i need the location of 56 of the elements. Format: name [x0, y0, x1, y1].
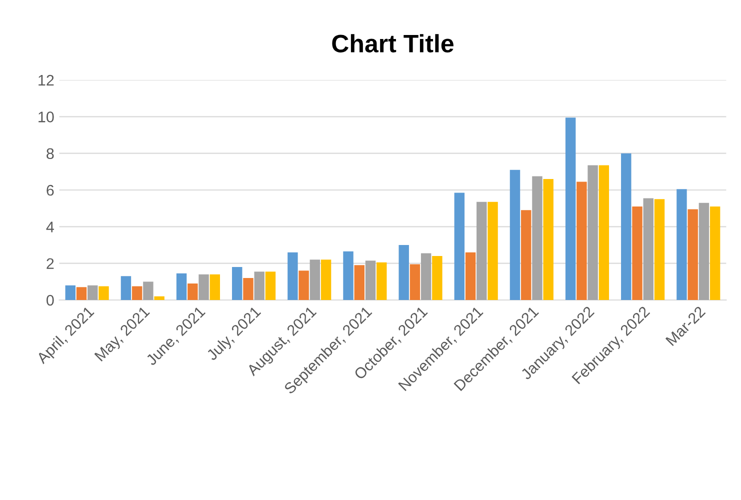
bar: [298, 270, 309, 300]
bar: [343, 251, 354, 300]
bar: [76, 287, 87, 300]
bar: [510, 170, 520, 300]
bar: [621, 153, 632, 300]
bar: [176, 273, 187, 300]
bar: [232, 267, 242, 300]
bar: [543, 179, 554, 300]
bar: [476, 202, 487, 300]
bar: [198, 274, 209, 300]
bar: [132, 286, 142, 300]
bar: [432, 256, 442, 300]
bar: [188, 284, 198, 300]
y-tick-label: 2: [46, 258, 54, 269]
bar: [365, 260, 376, 300]
bar: [120, 276, 132, 300]
bar: [520, 210, 532, 300]
bar: [710, 206, 720, 300]
bar: [676, 189, 687, 300]
y-tick-label: 12: [38, 74, 54, 86]
bar: [465, 252, 476, 300]
bar: [265, 272, 276, 300]
y-tick-label: 0: [46, 294, 54, 306]
chart-title: Chart Title: [332, 34, 454, 52]
bar: [243, 278, 254, 300]
bar: [398, 245, 409, 300]
bar: [654, 199, 665, 300]
bar: [354, 265, 364, 300]
bar: [598, 165, 610, 300]
bar: [65, 285, 76, 300]
bar: [88, 285, 98, 300]
bar: [632, 206, 642, 300]
bar: [143, 282, 154, 300]
bar: [288, 252, 298, 300]
y-tick-label: 4: [46, 222, 54, 232]
bar: [532, 176, 542, 300]
y-tick-label: 10: [38, 112, 54, 122]
bar: [488, 202, 498, 300]
bar: [254, 272, 264, 300]
bar: [588, 165, 598, 300]
y-tick-label: 8: [46, 148, 54, 160]
bar: [688, 209, 698, 300]
bar: [310, 260, 320, 300]
bar: [420, 253, 432, 300]
y-tick-label: 6: [46, 184, 54, 196]
bar: [376, 262, 387, 300]
bar: [576, 182, 587, 300]
bar: [98, 286, 109, 300]
bar: [320, 260, 332, 300]
bar: [210, 274, 220, 300]
bar: [698, 202, 710, 300]
bar: [410, 264, 420, 300]
bar: [454, 192, 465, 300]
bar: [643, 198, 654, 300]
bar: [565, 118, 576, 300]
bar: [154, 296, 164, 300]
